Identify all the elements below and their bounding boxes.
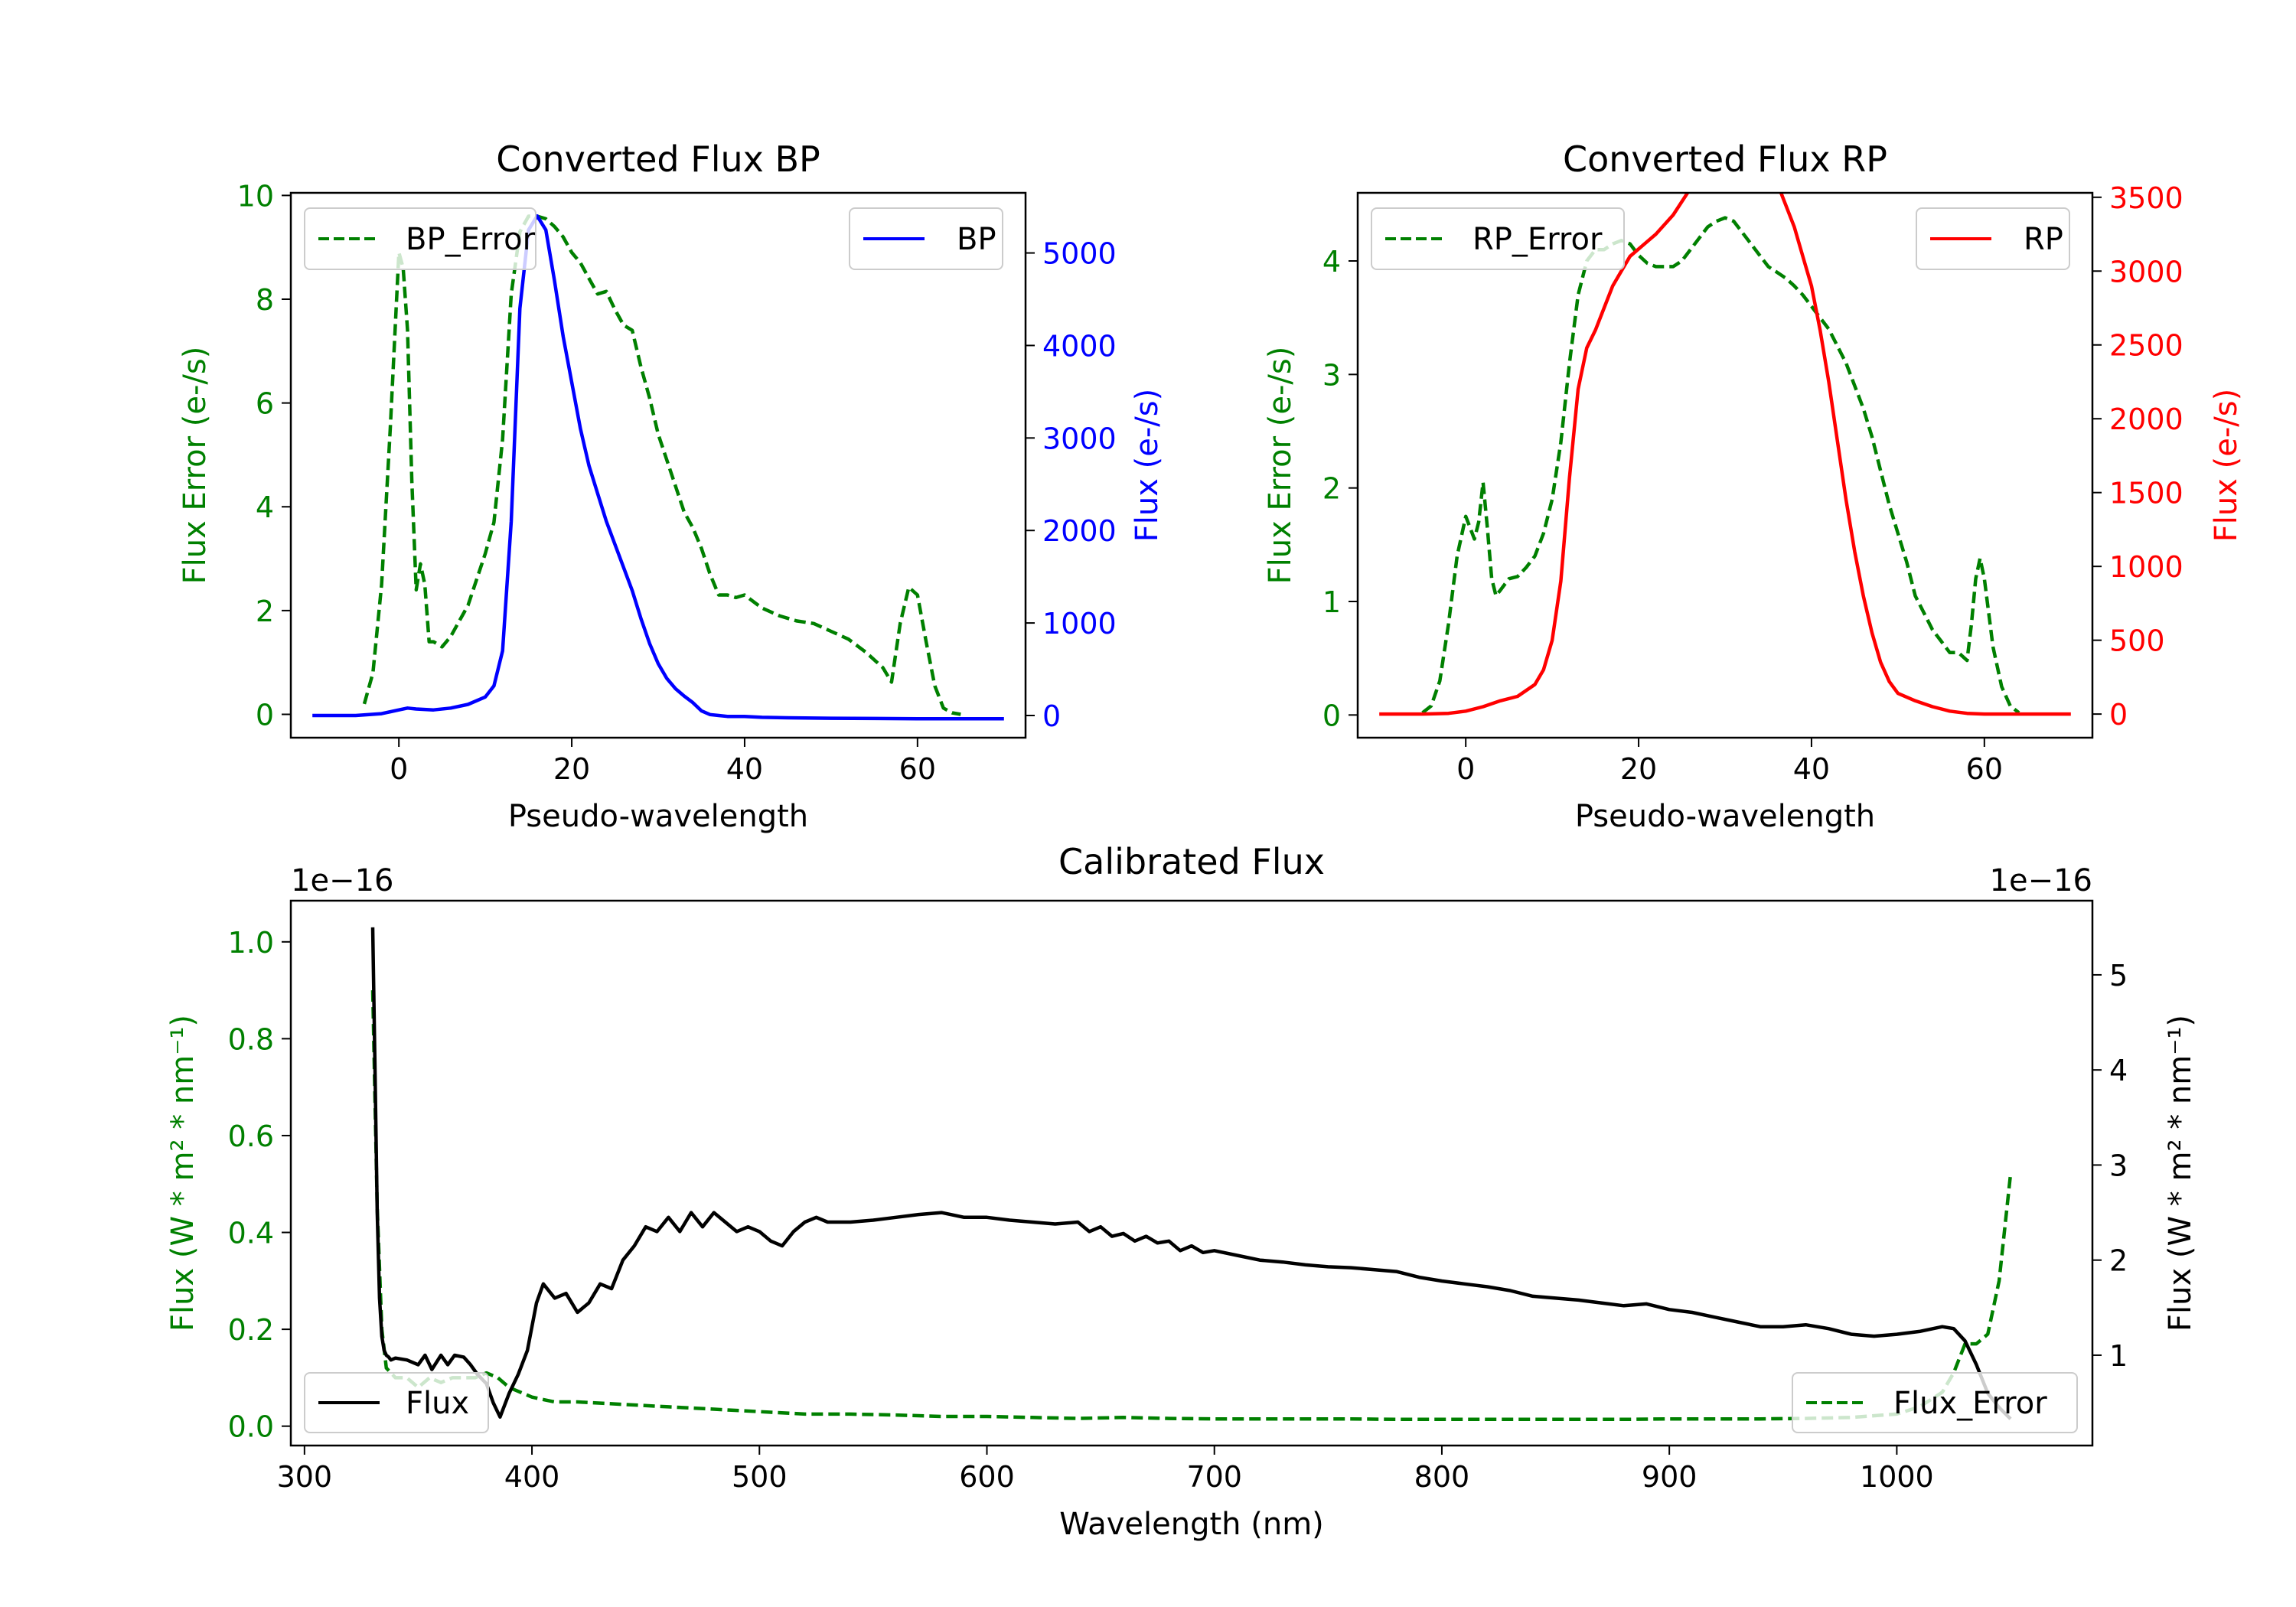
cal-xtick-label: 1000: [1860, 1460, 1934, 1494]
rp-xtick-label: 40: [1793, 752, 1830, 786]
bp-legend-right: BP: [849, 207, 1003, 270]
bp-legend-left: BP_Error: [304, 207, 536, 270]
rp-panel: Converted Flux RP 0 20 40 60 0 1 2 3 4 0 500 1000…: [1263, 139, 2244, 834]
rp-legend-right: RP: [1916, 207, 2070, 270]
bp-ytick-left-label: 0: [256, 698, 274, 732]
bp-legend-right-label: BP: [957, 222, 996, 257]
rp-ytick-right-label: 0: [2109, 698, 2128, 732]
bp-xtick-label: 0: [390, 752, 408, 786]
bp-ytick-right-label: 4000: [1042, 329, 1117, 363]
rp-ytick-left-label: 4: [1322, 245, 1341, 279]
cal-xtick-label: 300: [277, 1460, 333, 1494]
bp-xtick-label: 40: [726, 752, 763, 786]
cal-xtick-label: 800: [1414, 1460, 1470, 1494]
rp-xtick-label: 20: [1620, 752, 1657, 786]
rp-legend-left-label: RP_Error: [1473, 222, 1603, 257]
rp-ytick-right-label: 3000: [2109, 255, 2183, 288]
bp-axes-frame: [289, 191, 1027, 739]
calibrated-panel: Calibrated Flux 300 400 500 600 700 800 900 100…: [165, 841, 2198, 1542]
cal-ytick-right-label: 4: [2109, 1054, 2128, 1087]
rp-ytick-right-label: 3500: [2109, 181, 2183, 215]
rp-ylabel-right: Flux (e-/s): [2209, 389, 2244, 542]
bp-ytick-right-label: 3000: [1042, 422, 1117, 455]
cal-offset-right: 1e−16: [1990, 863, 2092, 898]
cal-ytick-left-label: 0.4: [228, 1217, 274, 1250]
rp-ylabel-left: Flux Error (e-/s): [1263, 347, 1298, 585]
cal-xtick-label: 900: [1642, 1460, 1698, 1494]
bp-xtick-label: 20: [553, 752, 590, 786]
bp-ytick-left-label: 4: [256, 491, 274, 524]
bp-ytick-right-label: 5000: [1042, 237, 1117, 271]
cal-ytick-right-label: 5: [2109, 959, 2128, 993]
cal-ytick-left-label: 0.8: [228, 1022, 274, 1056]
bp-title: Converted Flux BP: [496, 139, 820, 180]
rp-series-rp: [1379, 193, 2071, 716]
rp-ytick-right-label: 2500: [2109, 329, 2183, 363]
rp-xtick-label: 0: [1456, 752, 1475, 786]
cal-ylabel-left: Flux (W * m² * nm⁻¹): [165, 1015, 201, 1332]
bp-series-bp: [312, 214, 1004, 721]
rp-legend-right-label: RP: [2024, 222, 2063, 257]
rp-ytick-right-label: 1500: [2109, 477, 2183, 510]
cal-xtick-label: 700: [1186, 1460, 1242, 1494]
rp-xlabel: Pseudo-wavelength: [1575, 799, 1875, 834]
cal-legend-right-label: Flux_Error: [1893, 1386, 2047, 1421]
bp-ytick-left-label: 10: [237, 179, 274, 213]
bp-xtick-label: 60: [899, 752, 936, 786]
cal-ytick-right-label: 3: [2109, 1149, 2128, 1182]
bp-legend-left-label: BP_Error: [406, 222, 536, 257]
cal-xtick-label: 400: [504, 1460, 560, 1494]
cal-legend-left: Flux: [304, 1372, 489, 1433]
cal-ytick-right-label: 2: [2109, 1244, 2128, 1278]
bp-ytick-right-label: 0: [1042, 699, 1061, 733]
bp-ylabel-left: Flux Error (e-/s): [178, 347, 213, 585]
cal-title: Calibrated Flux: [1058, 841, 1325, 882]
rp-legend-left: RP_Error: [1371, 207, 1625, 270]
cal-ylabel-right: Flux (W * m² * nm⁻¹): [2163, 1015, 2198, 1332]
rp-xtick-label: 60: [1966, 752, 2003, 786]
bp-ylabel-right: Flux (e-/s): [1130, 389, 1165, 542]
rp-ytick-right-label: 500: [2109, 624, 2165, 658]
cal-xlabel: Wavelength (nm): [1059, 1507, 1324, 1542]
bp-ytick-left-label: 2: [256, 595, 274, 628]
cal-ytick-left-label: 0.2: [228, 1313, 274, 1347]
cal-offset-left: 1e−16: [291, 863, 393, 898]
cal-ytick-left-label: 0.0: [228, 1410, 274, 1444]
rp-ytick-left-label: 2: [1322, 472, 1341, 506]
cal-ytick-left-label: 0.6: [228, 1120, 274, 1153]
cal-legend-right: Flux_Error: [1792, 1372, 2078, 1433]
rp-ytick-right-label: 2000: [2109, 403, 2183, 436]
rp-ytick-left-label: 3: [1322, 358, 1341, 392]
bp-ytick-right-label: 1000: [1042, 607, 1117, 641]
bp-series-bp-error: [362, 214, 961, 716]
bp-ytick-left-label: 6: [256, 387, 274, 421]
cal-xtick-label: 500: [732, 1460, 788, 1494]
rp-ytick-left-label: 0: [1322, 699, 1341, 732]
cal-xtick-label: 600: [959, 1460, 1015, 1494]
rp-title: Converted Flux RP: [1563, 139, 1887, 180]
rp-axes-frame: [1356, 191, 2094, 739]
cal-ytick-left-label: 1.0: [228, 926, 274, 960]
bp-ytick-right-label: 2000: [1042, 514, 1117, 548]
rp-ytick-left-label: 1: [1322, 585, 1341, 619]
rp-ytick-right-label: 1000: [2109, 550, 2183, 584]
rp-series-rp-error: [1421, 216, 2020, 715]
cal-axes-frame: [289, 899, 2094, 1447]
bp-ytick-left-label: 8: [256, 283, 274, 317]
cal-ytick-right-label: 1: [2109, 1339, 2128, 1373]
bp-panel: Converted Flux BP 0 20 40 60 0 2 4 6 8 10 0 1000 2…: [178, 139, 1165, 834]
bp-xlabel: Pseudo-wavelength: [508, 799, 808, 834]
cal-legend-left-label: Flux: [406, 1386, 469, 1421]
